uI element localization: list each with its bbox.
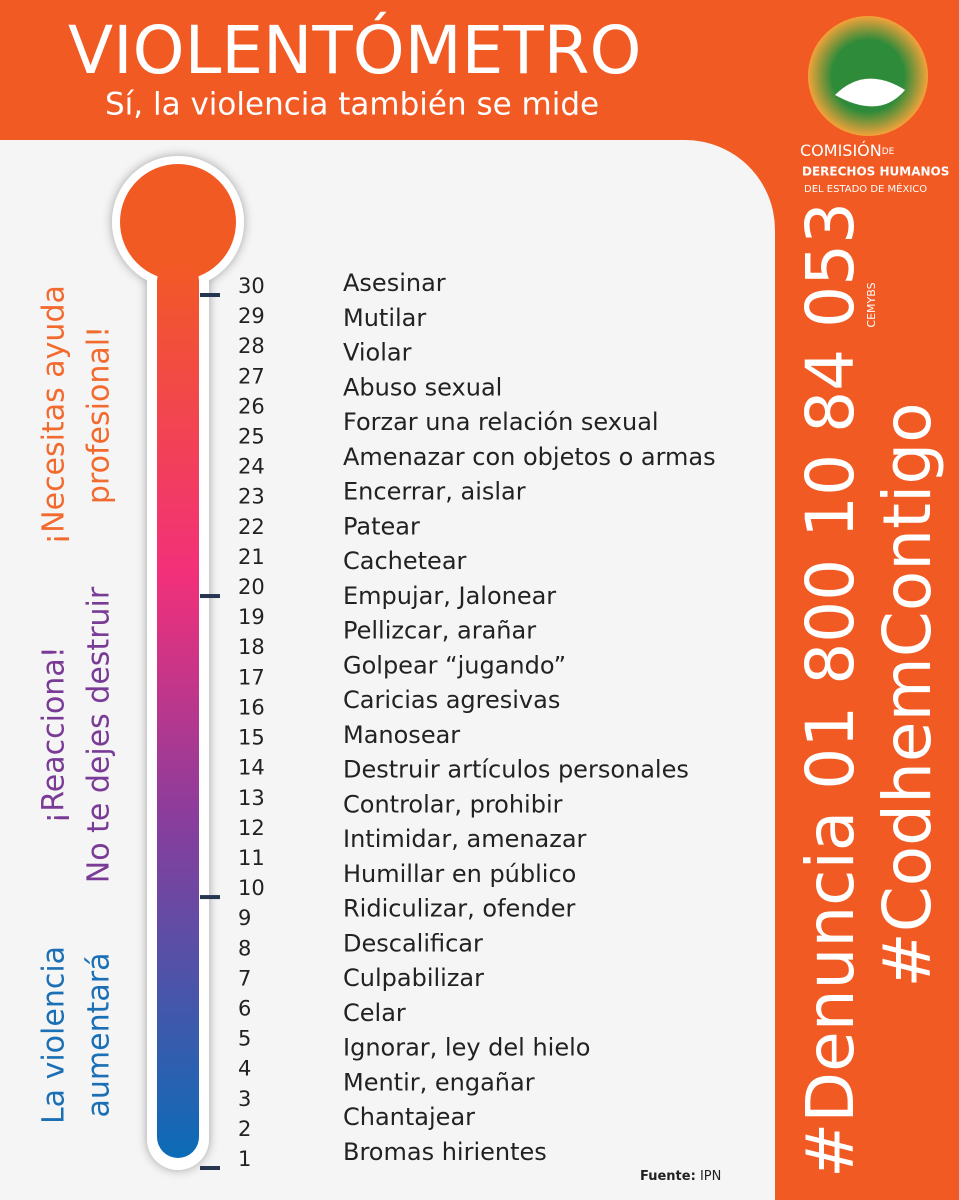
level-number: 4 [238, 1057, 251, 1081]
level-number: 20 [238, 575, 265, 599]
level-number: 30 [238, 274, 265, 298]
level-tick [200, 594, 220, 599]
level-number: 3 [238, 1087, 251, 1111]
stage-text: ¡Reacciona! [37, 646, 72, 823]
level-number: 9 [238, 906, 251, 930]
level-label: Bromas hirientes [343, 1138, 547, 1166]
level-label: Celar [343, 999, 406, 1027]
level-label: Patear [343, 512, 420, 540]
level-label: Encerrar, aislar [343, 478, 526, 506]
level-label: Asesinar [343, 269, 446, 297]
hotline-org: CEMYBS [865, 282, 878, 327]
source-value: IPN [700, 1169, 721, 1184]
level-number: 21 [238, 545, 265, 569]
levels: 3029282726252423222120191817161514131211… [200, 269, 716, 1171]
stages: ¡Necesitas ayuda profesional! ¡Reacciona! N… [37, 285, 117, 1124]
level-label: Mutilar [343, 304, 426, 332]
level-number: 15 [238, 726, 265, 750]
level-label: Ridiculizar, ofender [343, 895, 576, 923]
level-label: Cachetear [343, 547, 467, 575]
level-number: 29 [238, 304, 265, 328]
level-label: Caricias agresivas [343, 686, 560, 714]
level-number: 11 [238, 846, 265, 870]
level-label: Mentir, engañar [343, 1068, 535, 1096]
hotline: #Denuncia 01 800 10 84 053 [792, 202, 869, 1178]
level-label: Golpear “jugando” [343, 651, 566, 679]
level-number: 13 [238, 786, 265, 810]
level-number: 8 [238, 936, 251, 960]
level-number: 23 [238, 485, 265, 509]
source: Fuente: IPN [640, 1169, 721, 1184]
level-number: 19 [238, 605, 265, 629]
level-tick [200, 293, 220, 297]
source-label: Fuente: [640, 1169, 696, 1184]
level-number: 27 [238, 364, 265, 388]
level-label: Abuso sexual [343, 373, 502, 401]
level-label: Ignorar, ley del hielo [343, 1034, 590, 1062]
logo-line: DE [882, 147, 895, 157]
level-number: 14 [238, 756, 265, 780]
level-label: Manosear [343, 721, 460, 749]
level-number: 7 [238, 966, 251, 990]
level-label: Descalificar [343, 929, 483, 957]
logo-text: COMISIÓNDE [800, 141, 895, 160]
level-number: 26 [238, 394, 265, 418]
level-number: 16 [238, 695, 265, 719]
level-number: 18 [238, 635, 265, 659]
level-number: 6 [238, 996, 251, 1020]
logo [808, 16, 928, 136]
title: VIOLENTÓMETRO [68, 12, 641, 89]
subtitle: Sí, la violencia también se mide [105, 87, 599, 123]
hashtag: #CodhemContigo [869, 402, 946, 987]
stage-text: No te dejes destruir [82, 586, 117, 883]
level-number: 25 [238, 425, 265, 449]
level-label: Violar [343, 339, 412, 367]
logo-dove [835, 78, 905, 107]
level-label: Controlar, prohibir [343, 790, 563, 818]
level-label: Forzar una relación sexual [343, 408, 659, 436]
level-tick [200, 1166, 220, 1170]
level-label: Culpabilizar [343, 964, 484, 992]
level-tick [200, 895, 220, 900]
logo-line: DERECHOS HUMANOS [802, 165, 949, 179]
level-number: 2 [238, 1117, 251, 1141]
level-label: Empujar, Jalonear [343, 582, 556, 610]
level-number: 24 [238, 455, 265, 479]
level-label: Destruir artículos personales [343, 756, 689, 784]
stage-text: ¡Necesitas ayuda [37, 285, 72, 545]
stage-text: aumentará [82, 953, 117, 1118]
level-label: Intimidar, amenazar [343, 825, 587, 853]
level-label: Amenazar con objetos o armas [343, 443, 716, 471]
level-number: 17 [238, 665, 265, 689]
logo-line: DEL ESTADO DE MÉXICO [804, 182, 927, 195]
stage-text: profesional! [82, 326, 117, 504]
level-number: 5 [238, 1027, 251, 1051]
level-number: 10 [238, 876, 265, 900]
level-number: 1 [238, 1147, 251, 1171]
level-label: Pellizcar, arañar [343, 617, 536, 645]
level-label: Humillar en público [343, 860, 576, 888]
level-number: 28 [238, 334, 265, 358]
logo-line: COMISIÓN [800, 141, 882, 160]
level-number: 22 [238, 515, 265, 539]
stage-text: La violencia [37, 946, 72, 1124]
thermometer-bulb [120, 164, 236, 280]
level-number: 12 [238, 816, 265, 840]
level-label: Chantajear [343, 1103, 475, 1131]
thermometer-tube [157, 260, 199, 1158]
